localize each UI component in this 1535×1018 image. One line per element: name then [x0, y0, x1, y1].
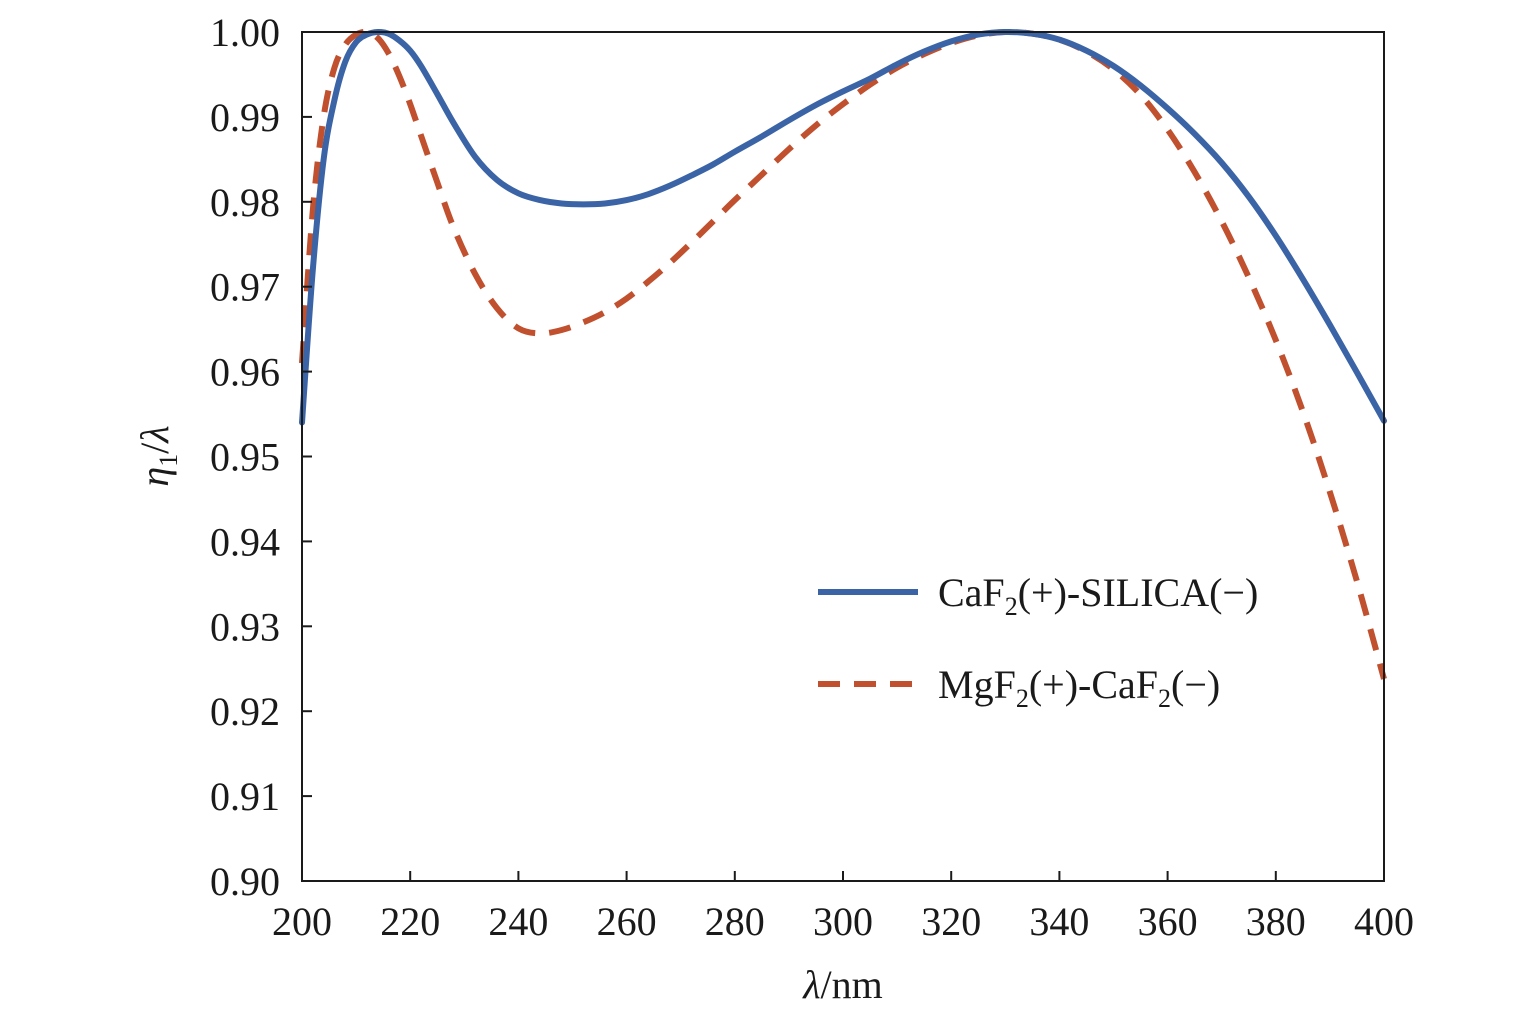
legend-label-series-2: MgF2(+)-CaF2(−)	[938, 662, 1220, 713]
y-axis-label-denominator: λ	[132, 425, 177, 443]
x-tick-label-3: 260	[597, 899, 657, 944]
legend-label-series-2-part-1: MgF	[938, 662, 1016, 707]
legend-label-series-2-part-2: 2	[1016, 684, 1029, 713]
legend-label-series-1: CaF2(+)-SILICA(−)	[938, 570, 1258, 621]
y-tick-label-2: 0.92	[210, 689, 280, 734]
x-tick-label-0: 200	[272, 899, 332, 944]
x-tick-label-10: 400	[1354, 899, 1414, 944]
x-tick-label-7: 340	[1029, 899, 1089, 944]
y-tick-label-7: 0.97	[210, 265, 280, 310]
y-axis-label: η1/λ	[132, 425, 183, 486]
y-tick-label-4: 0.94	[210, 519, 280, 564]
y-tick-label-10: 1.00	[210, 10, 280, 55]
legend-label-series-1-part-3: (+)-SILICA(−)	[1018, 570, 1259, 615]
legend-label-series-2-part-4: 2	[1158, 684, 1171, 713]
legend-label-series-2-part-5: (−)	[1171, 662, 1220, 707]
y-tick-label-8: 0.98	[210, 180, 280, 225]
x-tick-label-2: 240	[488, 899, 548, 944]
legend-label-series-2-part-3: (+)-CaF	[1029, 662, 1158, 707]
series-line-2	[299, 28, 1387, 680]
ticks-layer: 200 220 240 260 280 300 320 340 360 380 400 0.90 0.9…	[210, 10, 1414, 944]
x-tick-label-6: 320	[921, 899, 981, 944]
x-tick-label-8: 360	[1138, 899, 1198, 944]
y-axis-label-slash: /	[132, 442, 177, 454]
x-axis-label-symbol: λ	[802, 962, 820, 1007]
y-axis-label-subscript: 1	[154, 454, 183, 467]
legend: CaF2(+)-SILICA(−) MgF2(+)-CaF2(−)	[818, 570, 1258, 713]
x-tick-label-1: 220	[380, 899, 440, 944]
y-tick-label-5: 0.95	[210, 435, 280, 480]
y-tick-label-1: 0.91	[210, 774, 280, 819]
x-axis-label: λ/nm	[802, 962, 883, 1007]
y-tick-label-9: 0.99	[210, 95, 280, 140]
y-tick-label-3: 0.93	[210, 604, 280, 649]
plot-frame	[301, 31, 1385, 882]
y-tick-label-0: 0.90	[210, 859, 280, 904]
x-tick-label-4: 280	[705, 899, 765, 944]
legend-label-series-1-part-2: 2	[1005, 592, 1018, 621]
legend-label-series-1-part-1: CaF	[938, 570, 1005, 615]
y-axis-label-symbol: η	[132, 467, 177, 487]
x-axis-label-unit: /nm	[821, 962, 883, 1007]
y-tick-label-6: 0.96	[210, 350, 280, 395]
x-tick-label-9: 380	[1246, 899, 1306, 944]
x-tick-label-5: 300	[813, 899, 873, 944]
